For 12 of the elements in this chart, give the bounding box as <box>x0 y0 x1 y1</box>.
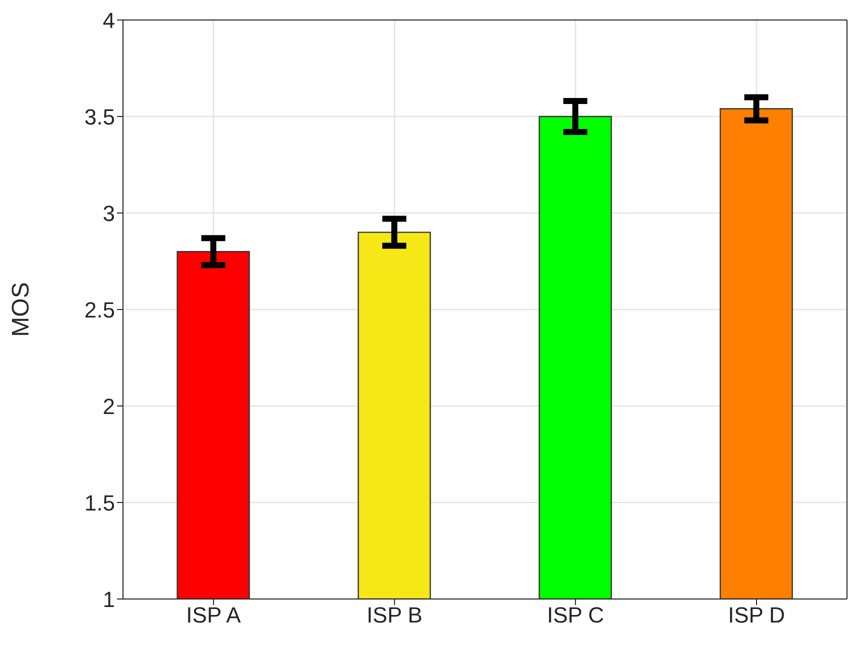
y-tick-label: 1.5 <box>84 490 115 516</box>
y-axis-title: MOS <box>8 282 35 337</box>
x-tick-label: ISP D <box>728 602 786 628</box>
y-tick-label: 2 <box>102 394 115 419</box>
y-tick-label: 2.5 <box>84 297 115 322</box>
y-tick-label: 3 <box>102 200 115 226</box>
x-tick-label: ISP C <box>546 602 604 628</box>
y-tick-label: 3.5 <box>84 104 115 130</box>
x-tick-label: ISP A <box>186 602 242 628</box>
y-tick-label: 1 <box>102 586 115 612</box>
x-tick-label: ISP B <box>366 602 422 628</box>
y-tick-label: 4 <box>102 8 115 33</box>
